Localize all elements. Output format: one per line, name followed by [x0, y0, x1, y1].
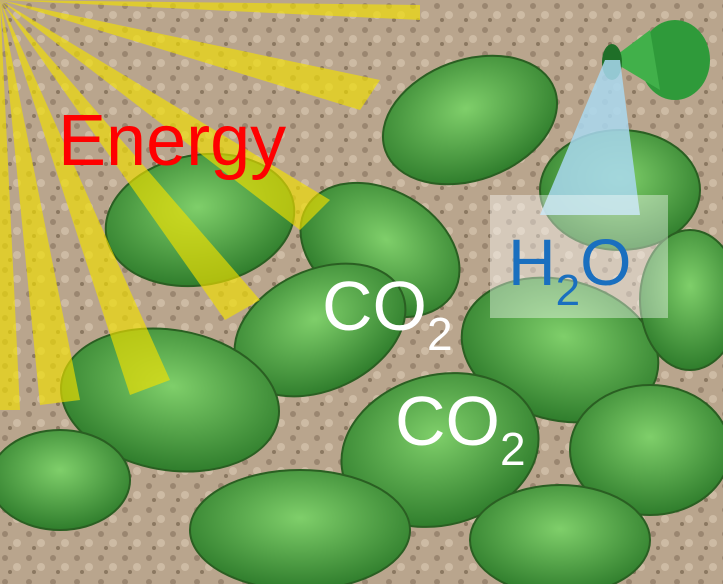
subscript: 2	[556, 266, 580, 315]
scene: Energy H2O CO2 CO2	[0, 0, 723, 584]
subscript: 2	[427, 308, 453, 360]
formula: CO	[395, 382, 500, 460]
formula: CO	[322, 267, 427, 345]
element: H	[508, 225, 556, 299]
subscript: 2	[500, 423, 526, 475]
element: O	[580, 225, 631, 299]
page: Energy H2O CO2 CO2 (() => { const data =…	[0, 0, 723, 584]
energy-label: Energy	[58, 101, 286, 181]
